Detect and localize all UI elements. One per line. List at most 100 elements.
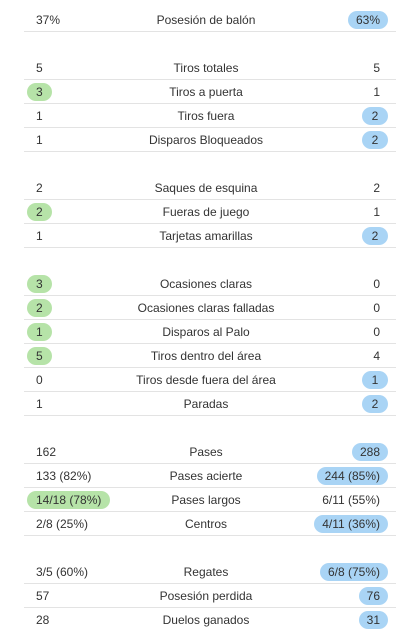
home-value: 37%: [36, 13, 61, 27]
stat-row: 5 Tiros dentro del área 4: [0, 344, 412, 368]
stats-section: 3 Ocasiones claras 0 2 Ocasiones claras fall…: [0, 272, 412, 416]
stat-row: 2/8 (25%) Centros 4/11 (36%): [0, 512, 412, 536]
row-divider: [24, 607, 396, 608]
row-divider: [24, 79, 396, 80]
home-value: 162: [36, 445, 57, 459]
away-value: 0: [373, 325, 380, 339]
row-divider: [24, 223, 396, 224]
home-value: 0: [36, 373, 43, 387]
stats-section: 2 Saques de esquina 2 2 Fueras de juego 1 1 Tar…: [0, 176, 412, 248]
home-value: 2: [27, 299, 52, 317]
stat-label: Fueras de juego: [162, 205, 250, 219]
home-value: 3/5 (60%): [36, 565, 89, 579]
stat-row: 3 Tiros a puerta 1: [0, 80, 412, 104]
home-value: 28: [36, 613, 50, 627]
stat-label: Disparos al Palo: [162, 325, 250, 339]
stat-row: 5 Tiros totales 5: [0, 56, 412, 80]
stat-row: 2 Saques de esquina 2: [0, 176, 412, 200]
stat-row: 1 Disparos al Palo 0: [0, 320, 412, 344]
stat-label: Pases acierte: [169, 469, 243, 483]
home-value: 2/8 (25%): [36, 517, 89, 531]
away-value: 2: [373, 181, 380, 195]
stat-row: 1 Tiros fuera 2: [0, 104, 412, 128]
stat-label: Paradas: [183, 397, 229, 411]
away-value: 76: [358, 587, 388, 605]
away-value: 6/11 (55%): [322, 493, 380, 507]
stat-label: Tiros fuera: [177, 109, 235, 123]
away-value: 244 (85%): [316, 467, 388, 485]
stat-label: Saques de esquina: [154, 181, 258, 195]
stat-row: 162 Pases 288: [0, 440, 412, 464]
stat-row: 1 Paradas 2: [0, 392, 412, 416]
away-value: 31: [358, 611, 388, 629]
away-value: 288: [351, 443, 388, 461]
away-value: 0: [373, 301, 380, 315]
away-value: 2: [362, 131, 388, 149]
stat-label: Ocasiones claras falladas: [137, 301, 275, 315]
row-divider: [24, 199, 396, 200]
row-divider: [24, 463, 396, 464]
stat-label: Disparos Bloqueados: [148, 133, 264, 147]
home-value: 1: [36, 397, 43, 411]
stat-label: Centros: [184, 517, 228, 531]
stat-row: 2 Fueras de juego 1: [0, 200, 412, 224]
away-value: 4: [373, 349, 380, 363]
stat-label: Posesión de balón: [156, 13, 256, 27]
row-divider: [24, 103, 396, 104]
stat-label: Ocasiones claras: [159, 277, 253, 291]
row-divider: [24, 511, 396, 512]
stats-section: 162 Pases 288 133 (82%) Pases acierte 244 (85…: [0, 440, 412, 536]
away-value: 1: [373, 85, 380, 99]
home-value: 2: [27, 203, 52, 221]
row-divider: [24, 535, 396, 536]
stat-row: 3 Ocasiones claras 0: [0, 272, 412, 296]
row-divider: [24, 151, 396, 152]
stat-label: Duelos ganados: [162, 613, 250, 627]
away-value: 4/11 (36%): [314, 515, 388, 533]
row-divider: [24, 295, 396, 296]
stat-label: Tiros desde fuera del área: [136, 373, 276, 387]
stat-label: Pases: [189, 445, 223, 459]
row-divider: [24, 127, 396, 128]
stat-row: 133 (82%) Pases acierte 244 (85%): [0, 464, 412, 488]
stat-label: Regates: [183, 565, 229, 579]
away-value: 1: [362, 371, 388, 389]
stat-row: 1 Disparos Bloqueados 2: [0, 128, 412, 152]
away-value: 2: [362, 227, 388, 245]
home-value: 3: [27, 83, 52, 101]
away-value: 2: [362, 395, 388, 413]
home-value: 5: [36, 61, 43, 75]
stat-row: 2 Ocasiones claras falladas 0: [0, 296, 412, 320]
row-divider: [24, 31, 396, 32]
stat-label: Tiros totales: [173, 61, 239, 75]
row-divider: [24, 247, 396, 248]
away-value: 1: [373, 205, 380, 219]
stat-row: 1 Tarjetas amarillas 2: [0, 224, 412, 248]
row-divider: [24, 343, 396, 344]
stat-label: Tiros dentro del área: [150, 349, 262, 363]
stat-row: 57 Posesión perdida 76: [0, 584, 412, 608]
stats-section: 5 Tiros totales 5 3 Tiros a puerta 1 1 Tiros fu…: [0, 56, 412, 152]
row-divider: [24, 415, 396, 416]
home-value: 2: [36, 181, 43, 195]
stats-section: 37% Posesión de balón 63%: [0, 8, 412, 32]
home-value: 3: [27, 275, 52, 293]
home-value: 1: [36, 229, 43, 243]
home-value: 1: [36, 133, 43, 147]
home-value: 1: [27, 323, 52, 341]
home-value: 1: [36, 109, 43, 123]
away-value: 6/8 (75%): [319, 563, 388, 581]
home-value: 133 (82%): [36, 469, 92, 483]
away-value: 0: [373, 277, 380, 291]
row-divider: [24, 583, 396, 584]
stat-row: 14/18 (78%) Pases largos 6/11 (55%): [0, 488, 412, 512]
row-divider: [24, 319, 396, 320]
stats-section: 3/5 (60%) Regates 6/8 (75%) 57 Posesión perd…: [0, 560, 412, 632]
row-divider: [24, 487, 396, 488]
row-divider: [24, 367, 396, 368]
stat-row: 3/5 (60%) Regates 6/8 (75%): [0, 560, 412, 584]
stat-row: 28 Duelos ganados 31: [0, 608, 412, 632]
stat-label: Pases largos: [171, 493, 241, 507]
home-value: 14/18 (78%): [27, 491, 111, 509]
